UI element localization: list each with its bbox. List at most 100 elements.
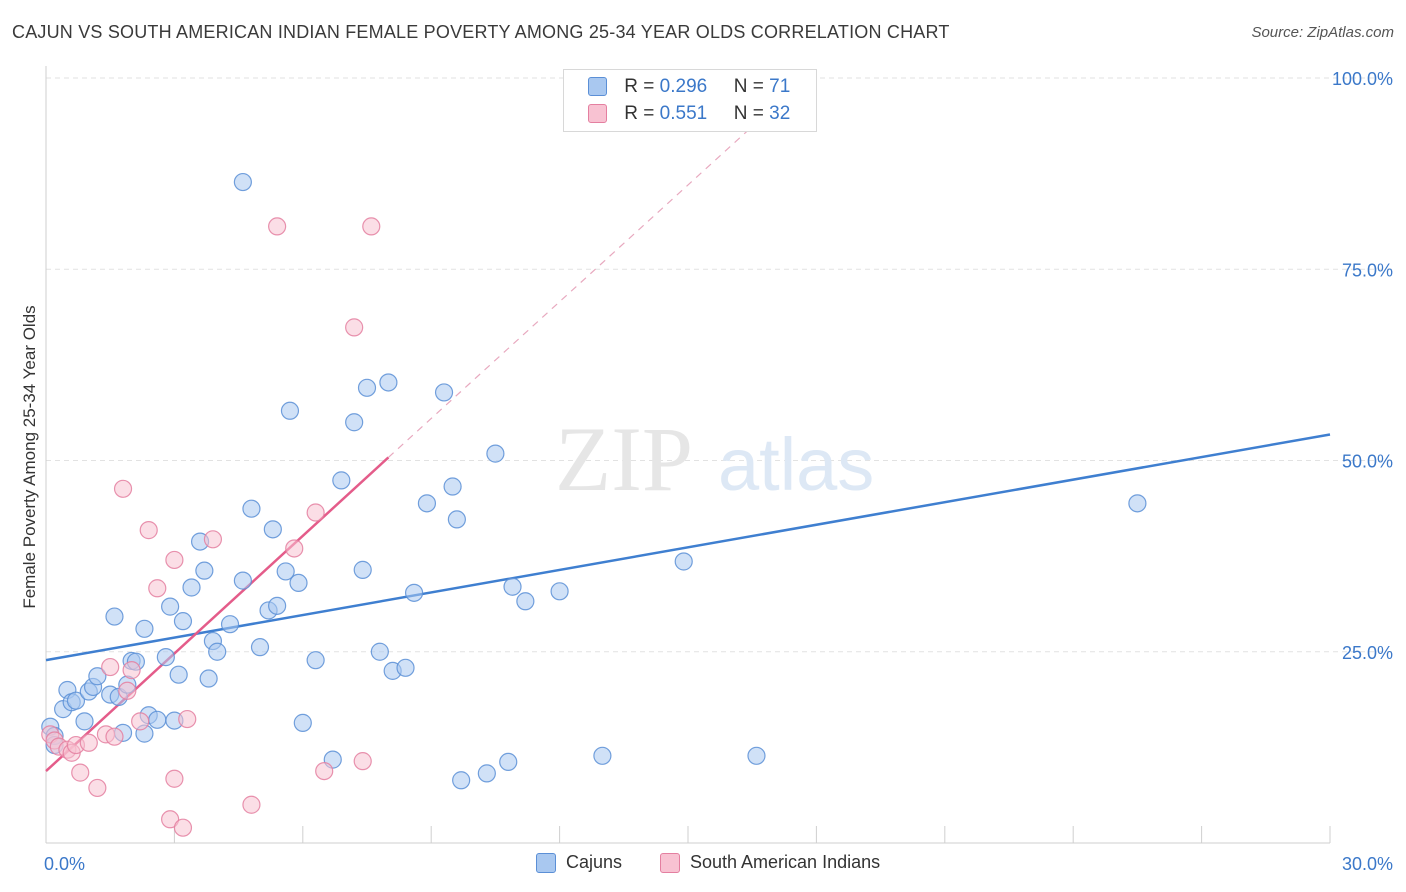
cajun-point (233, 571, 252, 590)
data-points (41, 172, 1147, 837)
cajun-point (250, 638, 270, 657)
sai-point (203, 530, 223, 549)
bottom-legend-cajuns: Cajuns (536, 852, 623, 874)
r-label: R = (624, 103, 655, 124)
sai-point (88, 778, 107, 798)
cajun-point (357, 378, 377, 397)
cajun-point (280, 401, 300, 420)
sai-point (101, 657, 120, 677)
tick-labels: 25.0% 50.0% 75.0% 100.0% 0.0% 30.0% (44, 69, 1393, 874)
sai-point (131, 712, 150, 731)
cajun-point (75, 712, 94, 731)
axes (45, 66, 1331, 844)
cajun-legend-label: Cajuns (566, 852, 623, 872)
cajun-point (1128, 494, 1147, 513)
cajun-point (477, 764, 496, 783)
cajun-point (332, 471, 351, 490)
r-label: R = (624, 76, 655, 97)
sai-point (173, 818, 193, 837)
cajun-swatch (588, 77, 607, 97)
cajun-point (345, 413, 364, 432)
sai-point (165, 769, 184, 788)
cajun-point (161, 597, 180, 616)
cajun-point (242, 499, 261, 518)
cajun-point (452, 771, 471, 790)
cajun-point (434, 383, 454, 402)
legend-row-cajuns: R = 0.296 N = 71 (588, 76, 790, 98)
legend-row-south-american-indians: R = 0.551 N = 32 (588, 103, 790, 125)
watermark: ZIP atlas (555, 408, 874, 510)
cajun-point (404, 583, 424, 602)
r-value: 0.551 (659, 103, 708, 124)
source-label: Source: ZipAtlas.com (1251, 24, 1394, 41)
correlation-legend: R = 0.296 N = 71 R = 0.551 N = 32 (563, 69, 817, 132)
cajun-point (370, 642, 389, 661)
cajun-point (220, 615, 240, 634)
sai-point (315, 761, 334, 781)
y-tick-label: 25.0% (1342, 643, 1393, 663)
cajun-point (173, 612, 193, 631)
cajun-point (293, 713, 312, 732)
sai-point (139, 521, 158, 540)
sai-trend-line (45, 456, 390, 773)
sai-legend-label: South American Indians (690, 852, 881, 872)
x-tick-label: 30.0% (1342, 854, 1393, 874)
y-axis-label: Female Poverty Among 25-34 Year Olds (20, 305, 39, 609)
cajun-point (233, 172, 252, 192)
cajun-point (674, 552, 693, 571)
n-value: 32 (769, 103, 791, 124)
bottom-legend-south-american-indians: South American Indians (660, 852, 881, 874)
y-tick-label: 75.0% (1342, 260, 1393, 280)
cajun-point (353, 560, 372, 579)
n-label: N = (733, 76, 764, 97)
trend-lines (45, 106, 1331, 773)
n-value: 71 (769, 76, 791, 97)
cajun-point (447, 510, 466, 529)
cajun-point (199, 669, 218, 688)
cajun-point (182, 578, 201, 597)
sai-point (178, 709, 197, 729)
cajun-point (156, 648, 175, 667)
sai-point (71, 763, 90, 782)
cajun-point (747, 746, 766, 765)
cajun-point (208, 642, 227, 661)
sai-point (242, 795, 261, 814)
cajun-point (276, 562, 295, 581)
sai-swatch (588, 104, 607, 124)
cajun-point (263, 520, 282, 539)
grid-lines (46, 77, 1392, 653)
n-label: N = (733, 103, 764, 124)
cajun-point (503, 577, 522, 596)
cajun-point (593, 746, 612, 765)
cajun-legend-swatch (536, 853, 556, 874)
chart-title: CAJUN VS SOUTH AMERICAN INDIAN FEMALE PO… (12, 22, 950, 42)
cajun-point (486, 444, 505, 463)
sai-point (285, 539, 304, 558)
cajun-point (66, 691, 86, 710)
sai-point (345, 318, 364, 337)
cajun-point (417, 494, 437, 513)
sai-point (362, 217, 381, 236)
cajun-point (105, 607, 124, 626)
sai-point (353, 752, 372, 771)
cajun-point (396, 658, 415, 677)
sai-point (79, 733, 98, 752)
cajun-point (289, 573, 308, 593)
cajun-point (379, 373, 398, 392)
sai-trend-extension (387, 106, 775, 458)
y-tick-label: 50.0% (1342, 452, 1393, 472)
sai-legend-swatch (660, 853, 680, 874)
cajun-trend-line (45, 433, 1331, 662)
watermark-zip: ZIP (555, 408, 693, 510)
sai-point (165, 550, 184, 570)
sai-point (161, 810, 180, 829)
sai-point (122, 661, 141, 680)
cajun-point (443, 477, 462, 496)
sai-point (306, 503, 325, 522)
cajun-point (148, 710, 167, 729)
r-value: 0.296 (659, 76, 708, 97)
watermark-atlas: atlas (718, 423, 874, 506)
cajun-point (306, 651, 325, 670)
sai-point (268, 217, 287, 236)
